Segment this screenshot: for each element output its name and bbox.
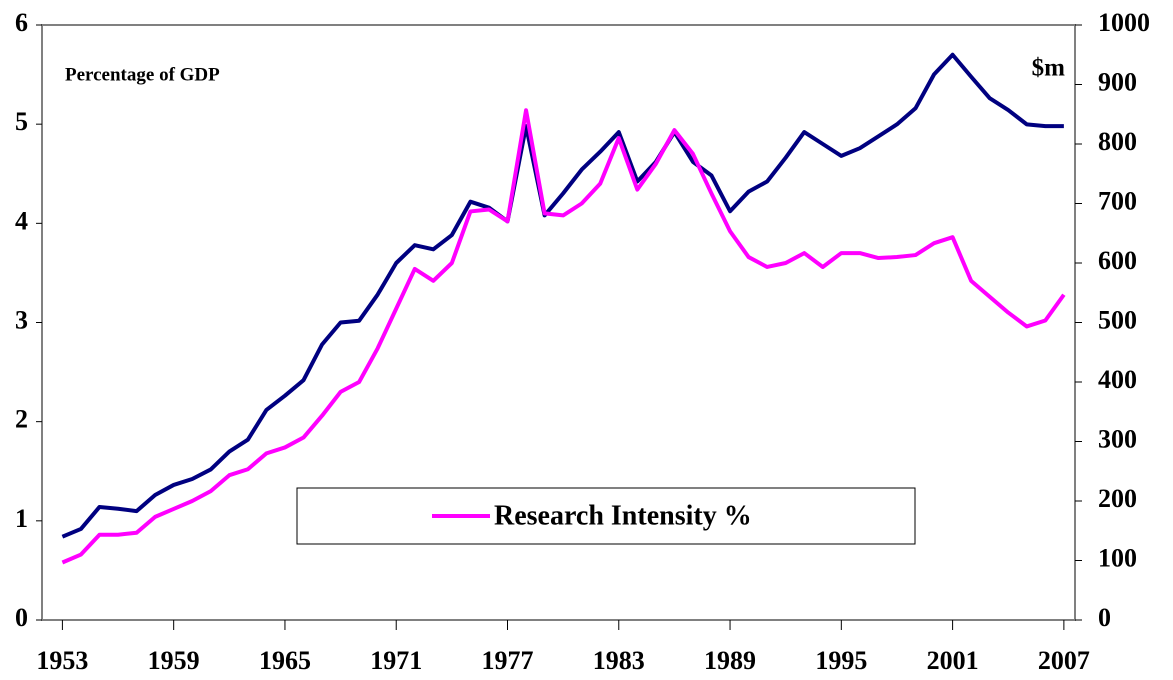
x-tick-label: 1953 xyxy=(36,646,88,675)
series-line xyxy=(61,52,1064,539)
x-tick-label: 1965 xyxy=(259,646,311,675)
y-tick-label: 4 xyxy=(15,206,28,235)
y2-tick-label: 1000 xyxy=(1098,8,1150,37)
y-tick-label: 3 xyxy=(15,305,28,334)
x-tick-label: 1989 xyxy=(704,646,756,675)
y2-tick-label: 400 xyxy=(1098,365,1137,394)
y-tick-label: 1 xyxy=(15,504,28,533)
series-line xyxy=(61,108,1066,565)
legend-box xyxy=(296,487,916,545)
y2-tick-label: 100 xyxy=(1098,543,1137,572)
x-tick-label: 1995 xyxy=(815,646,867,675)
y2-tick-label: 700 xyxy=(1098,186,1137,215)
y-tick-label: 5 xyxy=(15,107,28,136)
y-tick-label: 6 xyxy=(15,8,28,37)
legend-label: Research Intensity % xyxy=(494,500,752,531)
y2-tick-label: 900 xyxy=(1098,67,1137,96)
y2-axis-label: $m xyxy=(1032,55,1066,82)
y2-tick-label: 500 xyxy=(1098,305,1137,334)
y2-tick-label: 0 xyxy=(1098,603,1111,632)
x-tick-label: 1971 xyxy=(370,646,422,675)
y-axis-label: Percentage of GDP xyxy=(65,64,220,85)
y2-tick-label: 600 xyxy=(1098,246,1137,275)
y-tick-label: 0 xyxy=(15,603,28,632)
x-tick-label: 1983 xyxy=(593,646,645,675)
x-tick-label: 2007 xyxy=(1038,646,1090,675)
x-tick-label: 1959 xyxy=(148,646,200,675)
x-tick-label: 1977 xyxy=(481,646,533,675)
y2-tick-label: 200 xyxy=(1098,484,1137,513)
y2-tick-label: 300 xyxy=(1098,424,1137,453)
x-tick-label: 2001 xyxy=(927,646,979,675)
y-tick-label: 2 xyxy=(15,405,28,434)
y2-tick-label: 800 xyxy=(1098,127,1137,156)
